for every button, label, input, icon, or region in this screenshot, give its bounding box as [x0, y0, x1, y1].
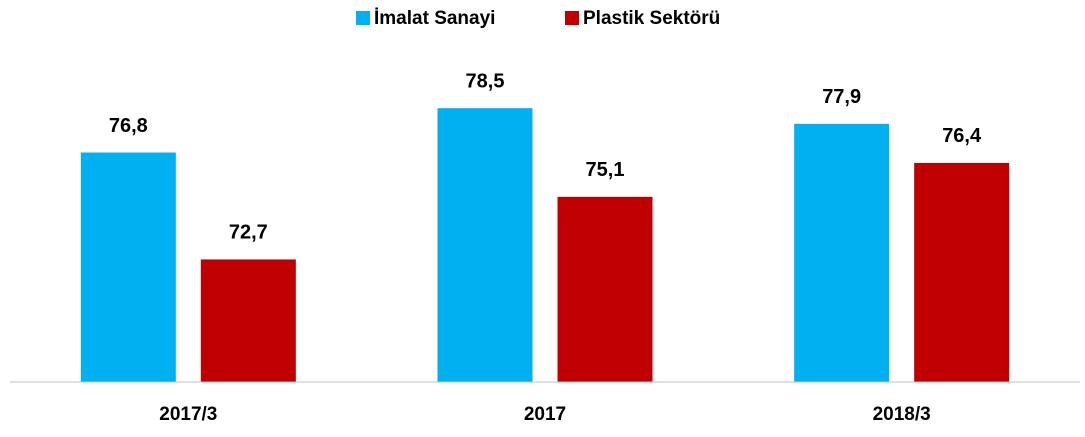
- legend-label: Plastik Sektörü: [583, 8, 720, 29]
- bar: [437, 108, 533, 382]
- value-label: 78,5: [466, 70, 505, 92]
- legend-swatch: [356, 11, 370, 25]
- value-label: 76,4: [942, 125, 982, 147]
- value-label: 76,8: [109, 115, 148, 137]
- bar: [200, 259, 296, 382]
- bar: [914, 162, 1010, 382]
- bar: [80, 152, 176, 382]
- legend-swatch: [565, 11, 579, 25]
- x-tick-label: 2017: [524, 404, 566, 425]
- value-label: 77,9: [822, 86, 861, 108]
- value-label: 75,1: [586, 159, 625, 181]
- value-label: 72,7: [229, 222, 268, 244]
- x-tick-label: 2018/3: [873, 404, 931, 425]
- x-tick-label: 2017/3: [159, 404, 217, 425]
- bar: [557, 196, 653, 382]
- bar: [794, 123, 890, 382]
- legend-label: İmalat Sanayi: [374, 8, 495, 29]
